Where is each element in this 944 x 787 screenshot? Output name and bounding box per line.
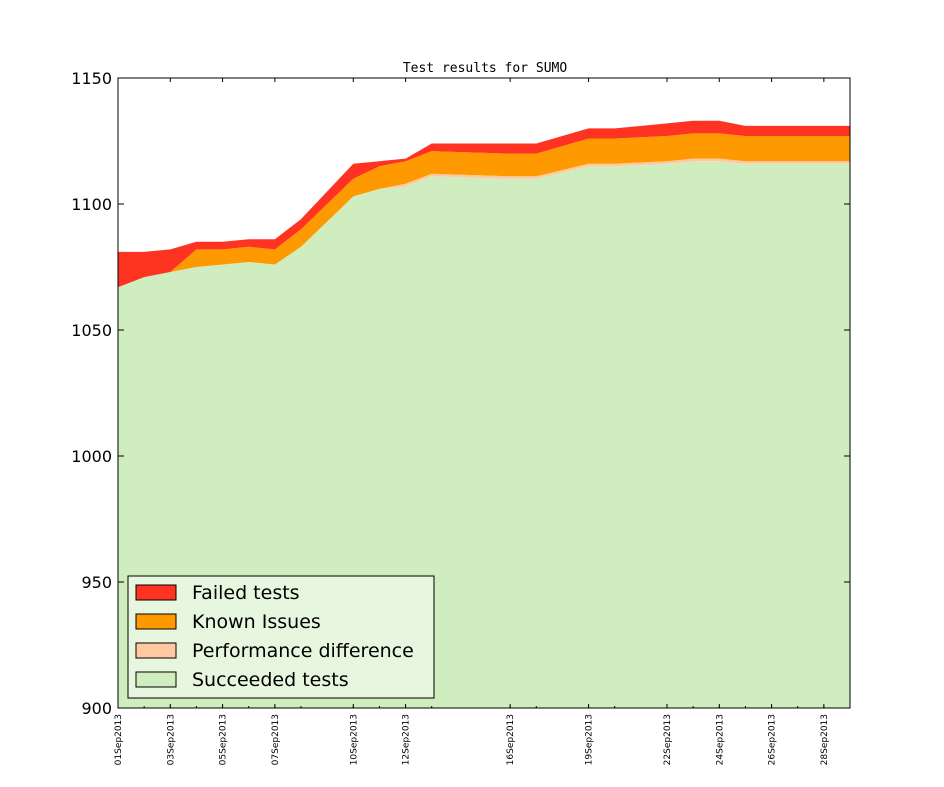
x-tick-label: 16Sep2013 bbox=[506, 714, 516, 765]
plot-frame bbox=[117, 77, 851, 709]
x-tick-label: 10Sep2013 bbox=[349, 714, 359, 765]
legend: Failed tests Known Issues Performance diff… bbox=[127, 575, 435, 699]
x-tick-label: 01Sep2013 bbox=[114, 714, 124, 765]
legend-label-performance-difference: Performance difference bbox=[192, 640, 414, 662]
series-areas bbox=[118, 120, 850, 708]
x-tick-label: 07Sep2013 bbox=[271, 714, 281, 765]
series-area-succeeded-tests bbox=[118, 161, 850, 708]
legend-swatch-succeeded-tests bbox=[135, 671, 177, 688]
legend-box bbox=[127, 575, 435, 699]
x-tick-label: 03Sep2013 bbox=[166, 714, 176, 765]
x-tick-label: 28Sep2013 bbox=[820, 714, 830, 765]
x-tick-label: 22Sep2013 bbox=[663, 714, 673, 765]
x-tick-label: 12Sep2013 bbox=[402, 714, 412, 765]
legend-swatch-known-issues bbox=[135, 613, 177, 630]
y-tick-label: 1100 bbox=[71, 195, 112, 214]
chart-title: Test results for SUMO bbox=[403, 61, 568, 76]
x-tick-label: 19Sep2013 bbox=[585, 714, 595, 765]
legend-label-failed-tests: Failed tests bbox=[192, 582, 300, 604]
y-tick-label: 1050 bbox=[71, 321, 112, 340]
x-tick-label: 26Sep2013 bbox=[768, 714, 778, 765]
y-tick-label: 950 bbox=[81, 573, 112, 592]
y-axis: 900 950 1000 1050 1100 1150 bbox=[71, 69, 850, 718]
legend-label-succeeded-tests: Succeeded tests bbox=[192, 669, 349, 691]
series-area-known-issues bbox=[118, 133, 850, 288]
y-tick-label: 900 bbox=[81, 699, 112, 718]
x-axis: 01Sep2013 03Sep2013 05Sep2013 07Sep2013 10Se… bbox=[114, 78, 851, 765]
x-tick-label: 05Sep2013 bbox=[219, 714, 229, 765]
x-tick-label: 24Sep2013 bbox=[715, 714, 725, 765]
legend-swatch-performance-difference bbox=[135, 642, 177, 659]
y-tick-label: 1000 bbox=[71, 447, 112, 466]
y-tick-label: 1150 bbox=[71, 69, 112, 88]
legend-swatch-failed-tests bbox=[135, 584, 177, 601]
legend-label-known-issues: Known Issues bbox=[192, 611, 321, 633]
